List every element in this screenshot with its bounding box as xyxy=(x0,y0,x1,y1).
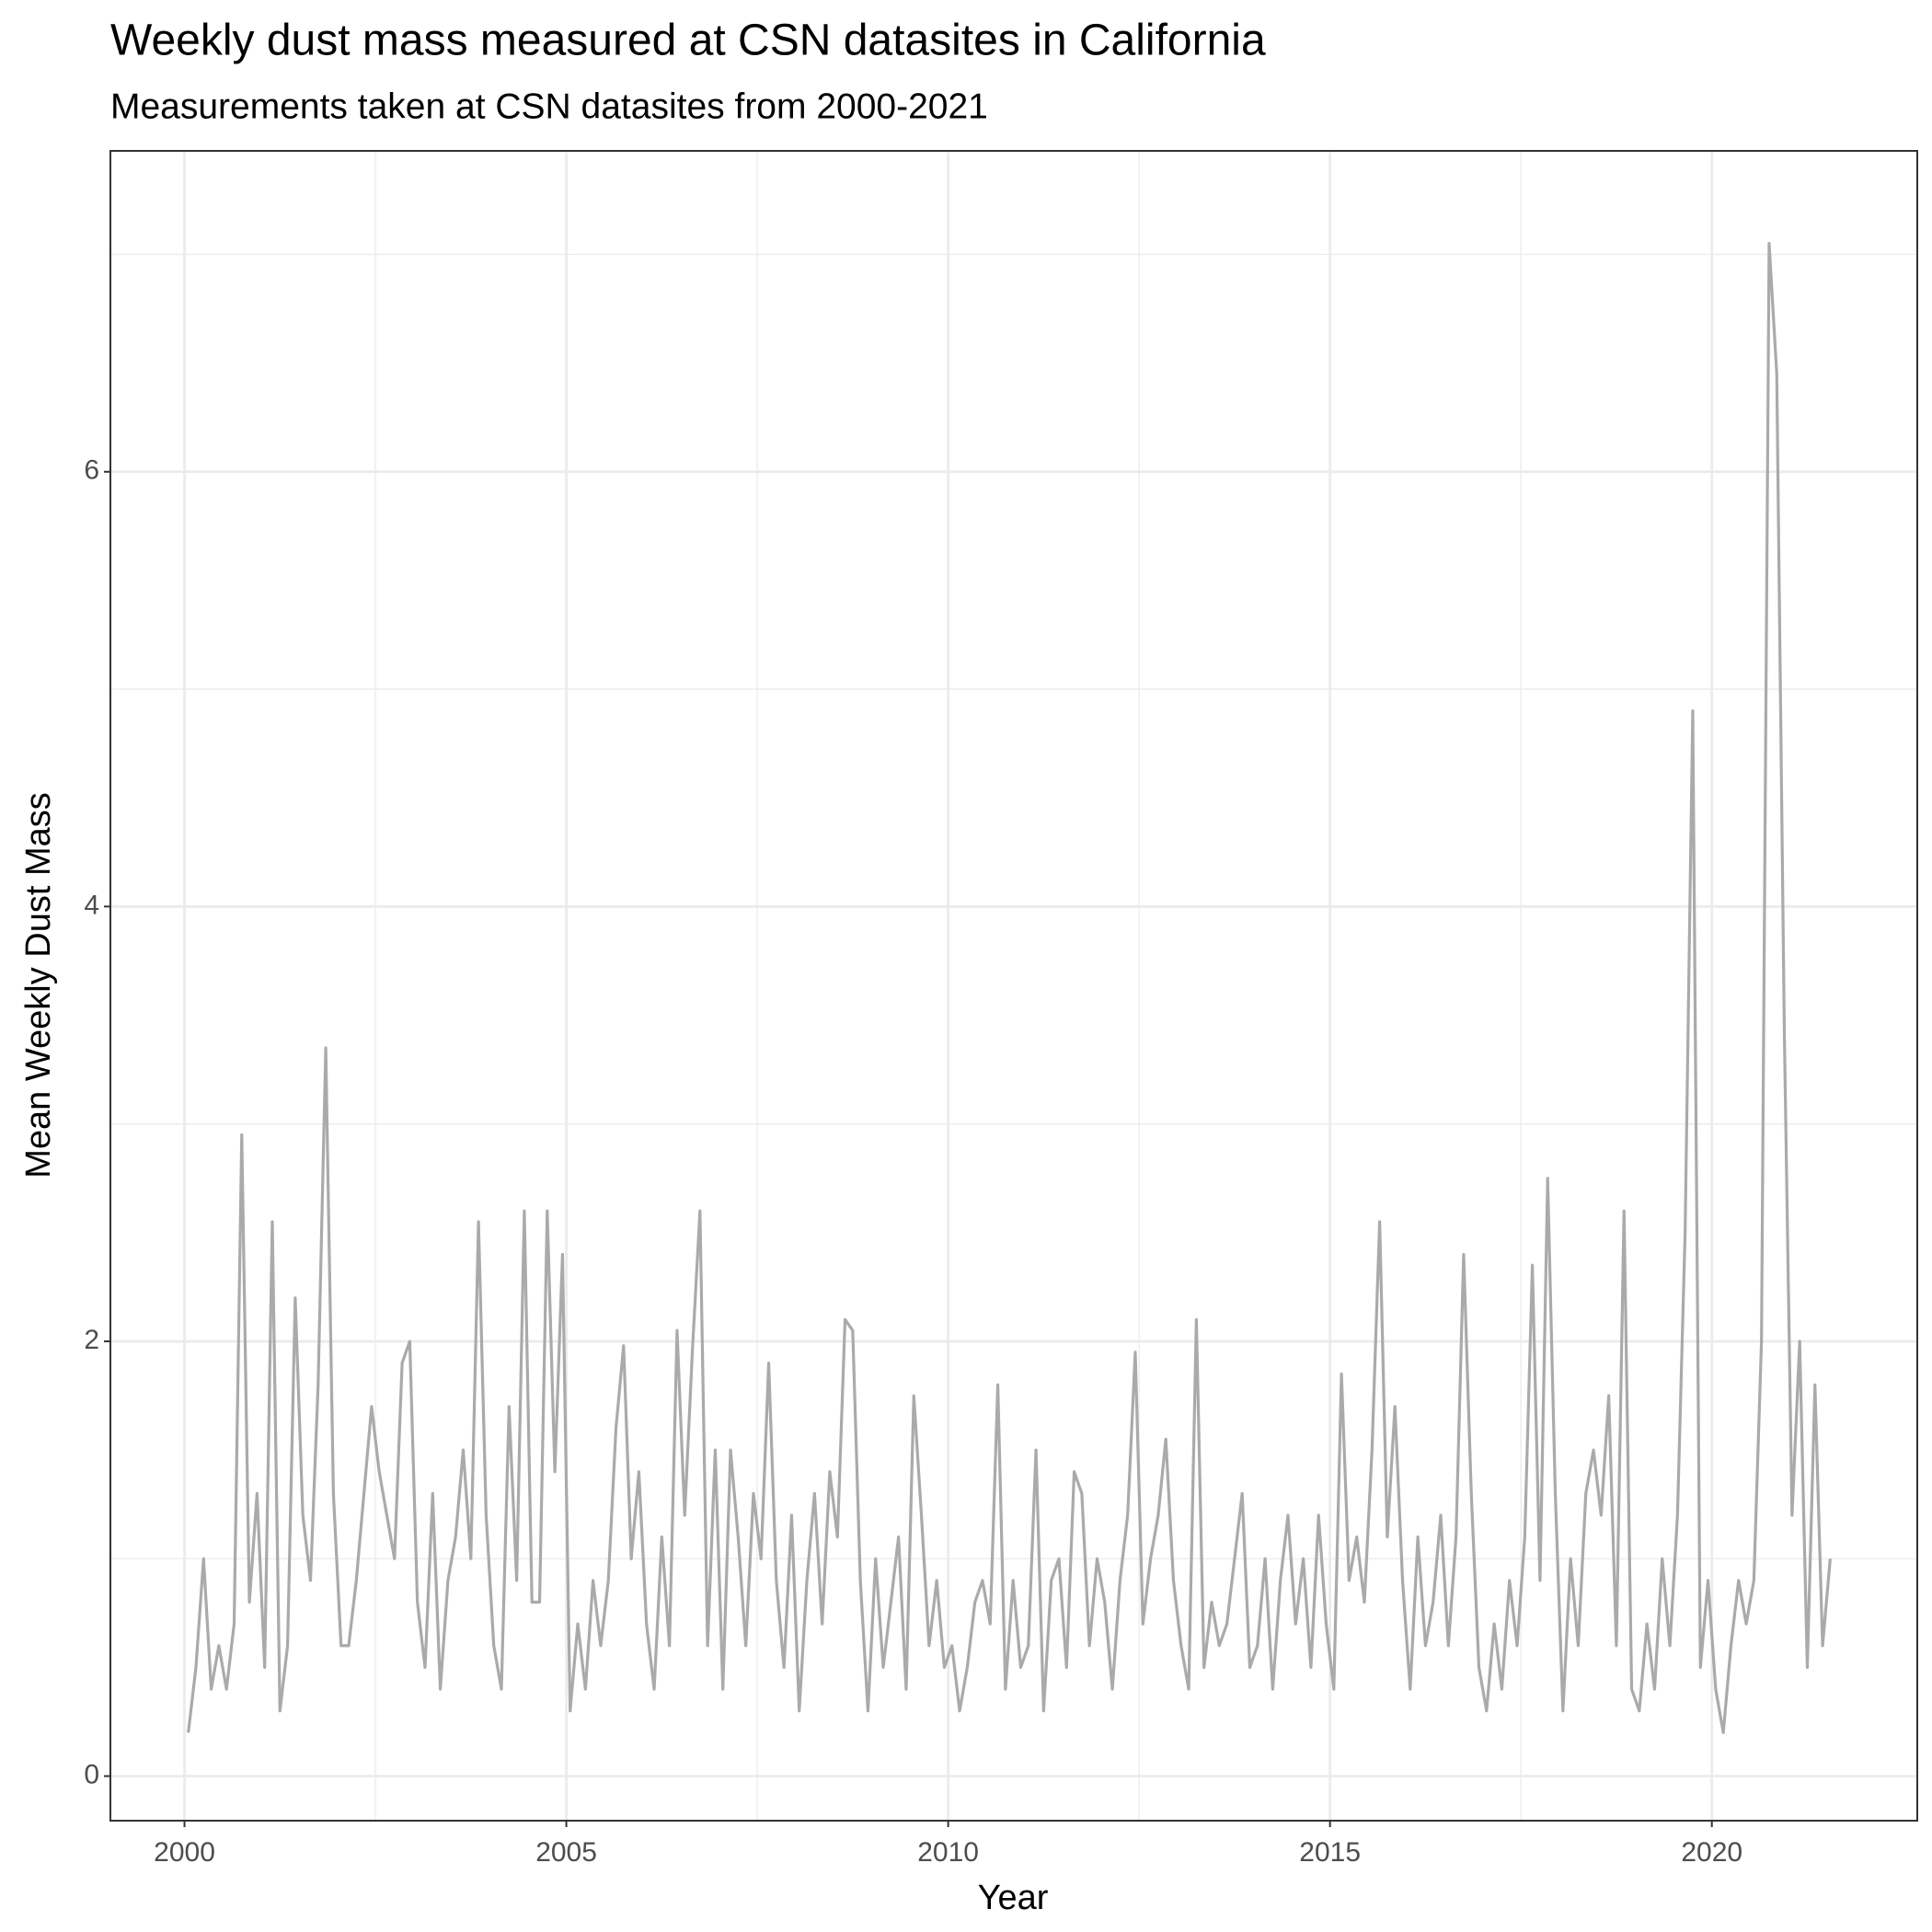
y-tick-label: 6 xyxy=(84,455,99,486)
x-tick-label: 2015 xyxy=(1299,1837,1361,1868)
chart-title: Weekly dust mass measured at CSN datasit… xyxy=(110,17,1266,65)
x-axis-label: Year xyxy=(978,1879,1049,1917)
data-line xyxy=(187,242,1832,1734)
y-tick-label: 4 xyxy=(84,890,99,920)
y-tick-label: 0 xyxy=(84,1759,99,1789)
x-tick-label: 2005 xyxy=(535,1837,597,1868)
axes: 0 2 4 6 2000 2005 2010 2015 2020 xyxy=(84,455,1742,1868)
panel-border xyxy=(109,150,1918,1822)
x-tick-label: 2020 xyxy=(1681,1837,1742,1868)
chart-subtitle: Measurements taken at CSN datasites from… xyxy=(110,86,988,126)
x-tick-label: 2000 xyxy=(154,1837,215,1868)
y-axis-label: Mean Weekly Dust Mass xyxy=(19,792,58,1179)
y-tick-label: 2 xyxy=(84,1325,99,1355)
x-tick-label: 2010 xyxy=(917,1837,979,1868)
plot-area xyxy=(187,242,1832,1734)
